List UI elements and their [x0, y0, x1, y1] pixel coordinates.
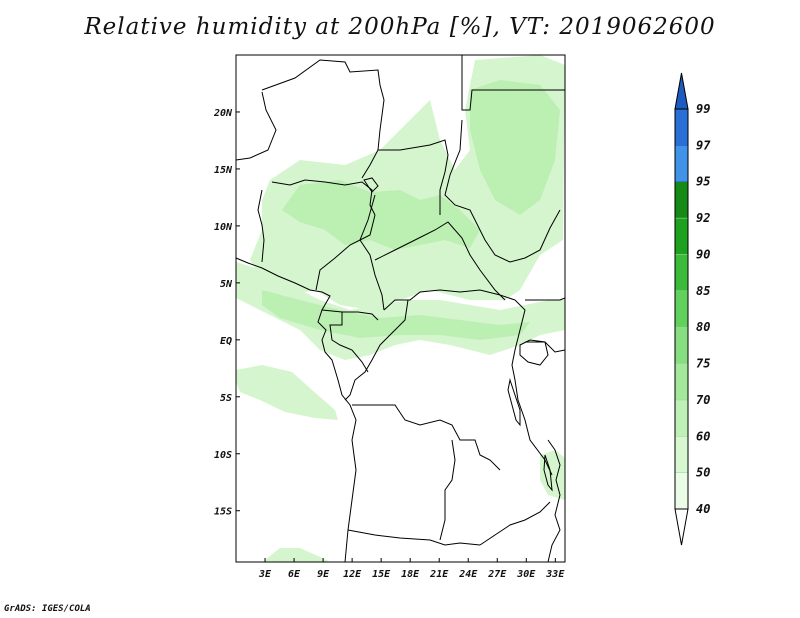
longitude-axis: 3E 6E 9E 12E 15E 18E 21E 24E 27E 30E 33E	[258, 558, 565, 580]
lon-tick-label: 6E	[288, 569, 301, 580]
border-cameroon-gabon	[321, 309, 379, 321]
lon-tick-label: 27E	[487, 569, 507, 580]
lon-tick-label: 9E	[317, 569, 330, 580]
colorbar-level-label: 75	[696, 357, 710, 371]
colorbar-segment	[674, 217, 689, 255]
lat-tick-label: 20N	[213, 108, 233, 119]
lon-tick-label: 30E	[516, 569, 536, 580]
border-niger-west	[235, 91, 277, 161]
grads-credit: GrADS: IGES/COLA	[4, 604, 91, 614]
border-benin-togo	[257, 189, 265, 263]
border-drc-congo	[344, 299, 409, 401]
border-car-north	[374, 221, 506, 301]
map-title: Relative humidity at 200hPa [%], VT: 201…	[84, 14, 716, 40]
border-zambia-zimbabwe	[479, 501, 551, 546]
colorbar-level-label: 60	[696, 429, 710, 443]
colorbar-segment	[674, 436, 689, 473]
colorbar-segment	[674, 145, 689, 182]
border-angola-drc	[352, 404, 501, 471]
latitude-axis: 20N 15N 10N 5N EQ 5S 10S 15S	[213, 108, 240, 518]
colorbar-segment	[674, 254, 689, 292]
lon-tick-label: 12E	[343, 569, 362, 580]
lat-tick-label: 15S	[214, 507, 232, 518]
border-drc-east-lakes	[511, 299, 553, 476]
border-lake-tanganyika	[507, 378, 521, 427]
border-libya-sudan	[461, 55, 565, 111]
border-lake-chad	[363, 177, 379, 193]
lat-tick-label: 10S	[214, 450, 232, 461]
humidity-area-upper-nile	[470, 80, 560, 215]
lon-tick-label: 3E	[258, 569, 272, 580]
border-coastline-west-africa	[235, 257, 357, 563]
colorbar-level-label: 92	[696, 211, 710, 225]
colorbar-segment	[674, 181, 689, 219]
colorbar-segment	[674, 326, 689, 364]
lon-tick-label: 33E	[545, 569, 565, 580]
colorbar-level-label: 40	[696, 502, 710, 516]
border-uganda-kenya	[525, 297, 566, 301]
border-angola-zambia	[439, 439, 456, 541]
colorbar-over-triangle	[674, 72, 689, 110]
colorbar-under-triangle	[674, 508, 689, 546]
border-lake-victoria	[519, 339, 549, 366]
lat-tick-label: 5S	[220, 393, 232, 404]
lon-tick-label: 18E	[401, 569, 420, 580]
border-sudan-east	[444, 119, 561, 263]
colorbar-level-label: 90	[696, 247, 710, 261]
border-angola-namibia	[347, 529, 481, 546]
map-frame	[235, 54, 566, 563]
lon-tick-label: 15E	[372, 569, 391, 580]
colorbar-level-label: 99	[696, 102, 710, 116]
colorbar-segment	[674, 399, 689, 437]
border-mali-niger-algeria	[261, 59, 385, 179]
border-congo-gabon	[329, 312, 369, 373]
colorbar-level-label: 95	[696, 175, 710, 189]
lat-tick-label: 5N	[220, 279, 233, 290]
lon-tick-label: 24E	[458, 569, 478, 580]
border-car-south	[383, 289, 516, 311]
humidity-fields	[236, 55, 565, 562]
border-nigeria-cameroon	[315, 214, 376, 291]
humidity-area-congo-strip	[262, 290, 530, 340]
border-tanzania	[525, 341, 566, 353]
lat-tick-label: 15N	[214, 165, 233, 176]
colorbar-level-label: 85	[696, 284, 710, 298]
lat-tick-label: 10N	[214, 222, 233, 233]
border-malawi-mozambique	[547, 439, 561, 563]
colorbar-segment	[674, 108, 689, 146]
country-borders	[235, 55, 566, 563]
humidity-area-southwest	[236, 365, 338, 420]
lat-tick-label: EQ	[220, 336, 232, 347]
colorbar-level-label: 97	[696, 138, 711, 152]
lon-tick-label: 21E	[429, 569, 449, 580]
colorbar-level-label: 50	[696, 466, 710, 480]
colorbar-segment	[674, 290, 689, 328]
colorbar-segment	[674, 472, 689, 510]
border-lake-malawi	[543, 454, 553, 492]
border-chad-sudan	[378, 139, 449, 215]
colorbar-outline	[674, 108, 689, 510]
border-chad-cameroon	[359, 194, 385, 311]
colorbar-level-label: 70	[696, 393, 710, 407]
colorbar: 40 50 60 70 75 80 85 90 92 95 97 99	[674, 72, 711, 546]
colorbar-segment	[674, 363, 689, 401]
colorbar-level-label: 80	[696, 320, 710, 334]
border-niger-nigeria	[271, 179, 376, 216]
humidity-area-south-edge	[265, 548, 330, 562]
